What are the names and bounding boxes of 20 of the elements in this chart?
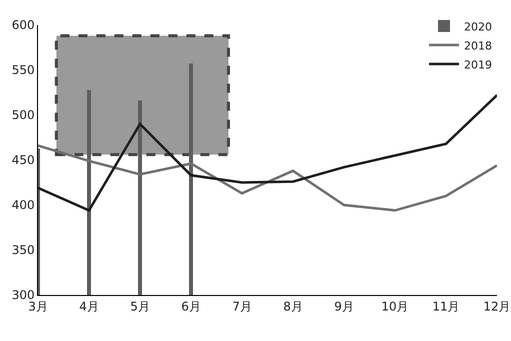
y-tick-label: 350 (12, 243, 35, 258)
x-tick-label: 5月 (130, 299, 150, 314)
legend-label: 2018 (464, 39, 492, 52)
legend-label: 2019 (464, 58, 492, 72)
x-tick-label: 9月 (334, 299, 354, 314)
y-tick-label: 450 (12, 153, 35, 168)
line-series (38, 144, 497, 212)
x-tick-label: 4月 (79, 299, 99, 314)
y-tick-label: 550 (12, 63, 35, 78)
x-tick-label: 7月 (232, 299, 252, 314)
line-series (38, 94, 497, 212)
x-tick-label: 8月 (283, 299, 303, 314)
y-tick-label: 500 (12, 108, 35, 122)
x-tick-label: 6月 (181, 299, 201, 314)
x-tick-label: 11月 (432, 299, 460, 314)
y-tick-label: 400 (12, 198, 35, 212)
x-tick-label: 10月 (381, 299, 409, 314)
x-tick-label: 12月 (483, 299, 511, 314)
y-tick-label: 600 (12, 18, 35, 32)
legend-label: 2020 (464, 20, 492, 34)
